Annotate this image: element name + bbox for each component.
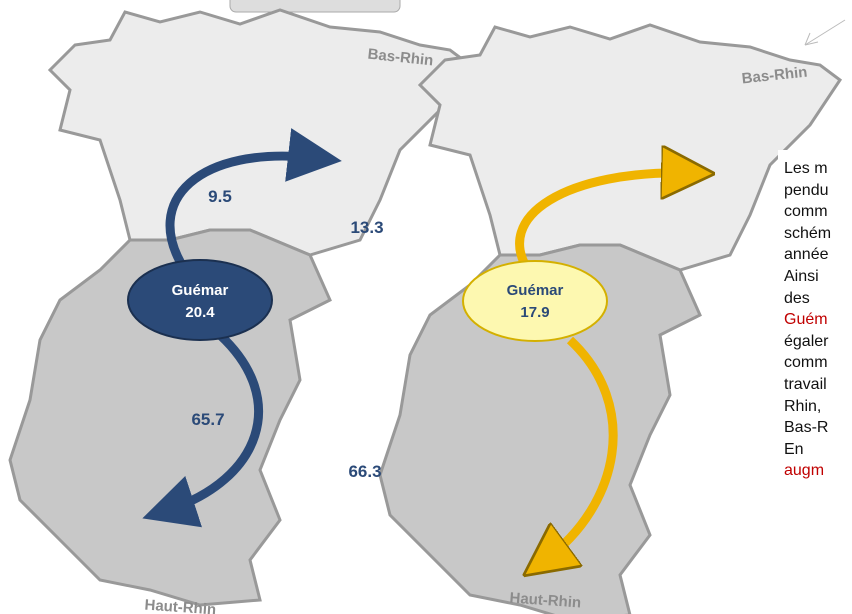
region-label: Haut-Rhin: [144, 597, 217, 614]
text-line: Les m: [784, 160, 828, 177]
map-right: Bas-Rhin Haut-Rhin Guémar 17.9 13.3 66.3: [348, 23, 843, 614]
text-line: schém: [784, 224, 832, 242]
bas-rhin: [47, 8, 473, 257]
top-box: [229, 0, 401, 13]
text-line: comm: [784, 354, 828, 372]
text-line: des: [784, 289, 810, 307]
haut-rhin: [378, 243, 702, 614]
bas-rhin: [417, 23, 843, 272]
text-line: Guém: [784, 311, 828, 329]
text-line: égaler: [784, 332, 829, 350]
text-line: En: [784, 440, 804, 458]
commune-value: 17.9: [520, 304, 549, 321]
text-line: Ainsi: [784, 267, 819, 285]
flow-value: 9.5: [208, 187, 232, 206]
pointer: [804, 19, 846, 46]
region-label: Bas-Rhin: [367, 46, 434, 70]
text-line: travail: [784, 375, 827, 393]
text-backdrop: [778, 150, 852, 614]
text-column: Les m pendu comm schém année Ainsi des G…: [784, 158, 852, 482]
text-line: Rhin,: [784, 397, 822, 415]
commune-ellipse: [462, 260, 608, 342]
flow-arrow: [545, 336, 618, 560]
text-line: comm: [784, 203, 828, 221]
text-line: pendu: [784, 181, 829, 199]
text-line: Bas-R: [784, 419, 829, 437]
flow-value: 13.3: [350, 218, 383, 237]
commune-value: 20.4: [185, 304, 215, 321]
commune-name: Guémar: [172, 282, 229, 299]
text-line: année: [784, 246, 829, 264]
commune-ellipse: [127, 259, 273, 341]
flow-arrow: [165, 128, 342, 273]
flow-value: 66.3: [348, 462, 381, 481]
text-line: augm: [784, 462, 825, 480]
region-label: Bas-Rhin: [741, 64, 808, 88]
flow-arrow: [515, 173, 688, 276]
flow-arrow: [142, 331, 263, 528]
flow-value: 65.7: [191, 410, 224, 429]
commune-name: Guémar: [507, 282, 564, 299]
region-label: Haut-Rhin: [509, 590, 582, 612]
map-left: Bas-Rhin Haut-Rhin Guémar 20.4 9.5 65.7: [8, 8, 473, 614]
